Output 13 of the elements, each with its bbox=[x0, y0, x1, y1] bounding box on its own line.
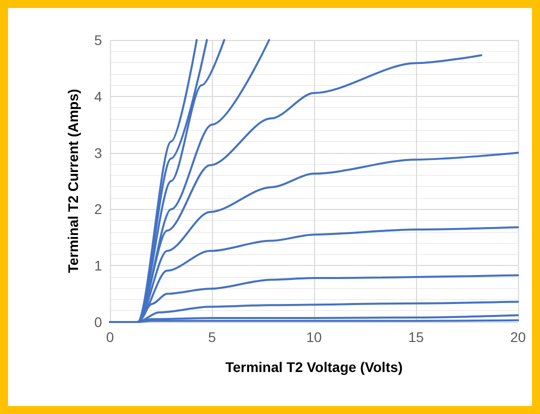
x-tick-label: 20 bbox=[510, 329, 526, 345]
y-axis-title: Terminal T2 Current (Amps) bbox=[65, 88, 81, 274]
y-tick-label: 5 bbox=[94, 32, 102, 48]
y-tick-label: 4 bbox=[94, 88, 102, 104]
x-tick-label: 5 bbox=[208, 329, 216, 345]
y-tick-label: 1 bbox=[94, 258, 102, 274]
x-tick-label: 0 bbox=[106, 329, 114, 345]
x-axis-title: Terminal T2 Voltage (Volts) bbox=[225, 359, 403, 375]
y-tick-label: 0 bbox=[94, 314, 102, 330]
y-tick-label: 3 bbox=[94, 144, 102, 161]
y-tick-label: 2 bbox=[94, 201, 102, 218]
x-tick-label: 10 bbox=[306, 329, 322, 345]
x-tick-label: 15 bbox=[408, 329, 424, 345]
